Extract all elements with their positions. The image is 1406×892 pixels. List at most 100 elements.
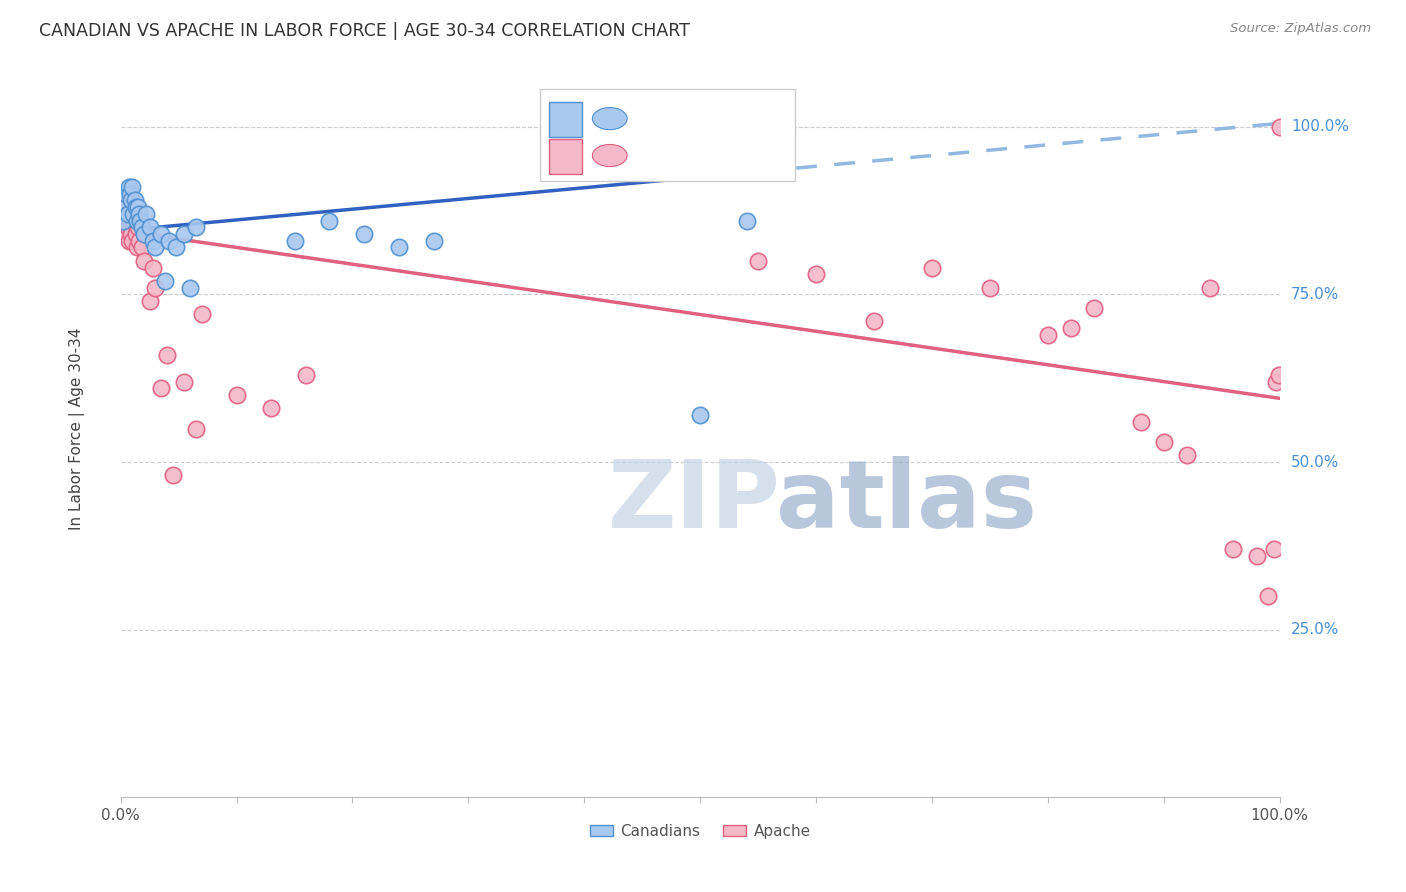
Point bbox=[124, 207, 146, 221]
Point bbox=[132, 253, 155, 268]
Point bbox=[179, 280, 201, 294]
Point bbox=[132, 227, 155, 241]
Point bbox=[135, 227, 157, 241]
Text: CANADIAN VS APACHE IN LABOR FORCE | AGE 30-34 CORRELATION CHART: CANADIAN VS APACHE IN LABOR FORCE | AGE … bbox=[39, 22, 690, 40]
Point bbox=[125, 240, 148, 254]
Point bbox=[114, 200, 136, 214]
Point bbox=[127, 200, 149, 214]
Point bbox=[128, 207, 150, 221]
Point bbox=[121, 234, 143, 248]
Point bbox=[145, 280, 167, 294]
Point bbox=[1257, 589, 1279, 603]
Text: N = 35: N = 35 bbox=[683, 109, 756, 128]
Point bbox=[117, 220, 139, 235]
Point bbox=[150, 227, 173, 241]
Bar bbox=[540, 89, 796, 181]
Point bbox=[689, 408, 711, 422]
Point bbox=[128, 234, 150, 248]
Point bbox=[138, 294, 160, 309]
Text: ZIP: ZIP bbox=[607, 457, 780, 549]
Point bbox=[142, 234, 165, 248]
Bar bbox=[550, 138, 582, 174]
Bar bbox=[550, 102, 582, 137]
Legend: Canadians, Apache: Canadians, Apache bbox=[583, 818, 817, 845]
Point bbox=[1199, 280, 1222, 294]
Point bbox=[124, 194, 146, 208]
Point bbox=[120, 227, 142, 241]
Point bbox=[129, 213, 152, 227]
Point bbox=[422, 234, 444, 248]
Point bbox=[979, 280, 1001, 294]
Point bbox=[122, 213, 145, 227]
Point bbox=[118, 213, 141, 227]
Point bbox=[131, 240, 153, 254]
Point bbox=[115, 200, 138, 214]
Point bbox=[162, 468, 184, 483]
Point bbox=[184, 421, 207, 435]
Point bbox=[118, 186, 141, 201]
Text: 50.0%: 50.0% bbox=[1291, 455, 1339, 469]
Point bbox=[1153, 434, 1175, 449]
Point bbox=[804, 267, 827, 281]
Point bbox=[1129, 415, 1152, 429]
Point bbox=[145, 240, 167, 254]
Point bbox=[165, 240, 187, 254]
Point bbox=[1246, 549, 1268, 563]
Text: Source: ZipAtlas.com: Source: ZipAtlas.com bbox=[1230, 22, 1371, 36]
Point bbox=[157, 234, 180, 248]
Point bbox=[125, 227, 148, 241]
Point bbox=[1175, 448, 1198, 462]
Point bbox=[318, 213, 340, 227]
Point bbox=[120, 194, 142, 208]
Point bbox=[184, 220, 207, 235]
Text: R =: R = bbox=[591, 110, 628, 128]
Circle shape bbox=[592, 108, 627, 129]
Point bbox=[1036, 327, 1059, 342]
Point bbox=[1222, 542, 1244, 557]
Point bbox=[173, 375, 195, 389]
Point bbox=[115, 186, 138, 201]
Point bbox=[1083, 301, 1105, 315]
Point bbox=[1265, 375, 1288, 389]
Point bbox=[142, 260, 165, 275]
Point bbox=[114, 207, 136, 221]
Point bbox=[153, 274, 176, 288]
Point bbox=[388, 240, 411, 254]
Point bbox=[117, 207, 139, 221]
Point bbox=[125, 200, 148, 214]
Point bbox=[283, 234, 305, 248]
Point bbox=[118, 180, 141, 194]
Point bbox=[156, 348, 179, 362]
Point bbox=[131, 220, 153, 235]
Point bbox=[135, 207, 157, 221]
Point bbox=[138, 220, 160, 235]
Point bbox=[747, 253, 769, 268]
Point bbox=[225, 388, 247, 402]
Point bbox=[150, 381, 173, 395]
Point bbox=[1263, 542, 1285, 557]
Point bbox=[173, 227, 195, 241]
Circle shape bbox=[592, 145, 627, 167]
Point bbox=[127, 220, 149, 235]
Point bbox=[921, 260, 943, 275]
Point bbox=[122, 207, 145, 221]
Point bbox=[121, 180, 143, 194]
Point bbox=[863, 314, 886, 328]
Text: 0.118: 0.118 bbox=[637, 109, 697, 128]
Text: R =: R = bbox=[591, 146, 628, 164]
Point bbox=[295, 368, 318, 382]
Text: -0.308: -0.308 bbox=[637, 146, 706, 165]
Point bbox=[1268, 120, 1291, 134]
Point bbox=[111, 213, 134, 227]
Text: 25.0%: 25.0% bbox=[1291, 623, 1339, 637]
Point bbox=[125, 213, 148, 227]
Point bbox=[111, 227, 134, 241]
Point bbox=[735, 213, 758, 227]
Text: atlas: atlas bbox=[776, 457, 1036, 549]
Point bbox=[191, 308, 214, 322]
Text: 100.0%: 100.0% bbox=[1291, 120, 1348, 134]
Text: 75.0%: 75.0% bbox=[1291, 287, 1339, 301]
Text: N = 48: N = 48 bbox=[683, 146, 756, 165]
Point bbox=[1060, 321, 1083, 335]
Point bbox=[1267, 368, 1289, 382]
